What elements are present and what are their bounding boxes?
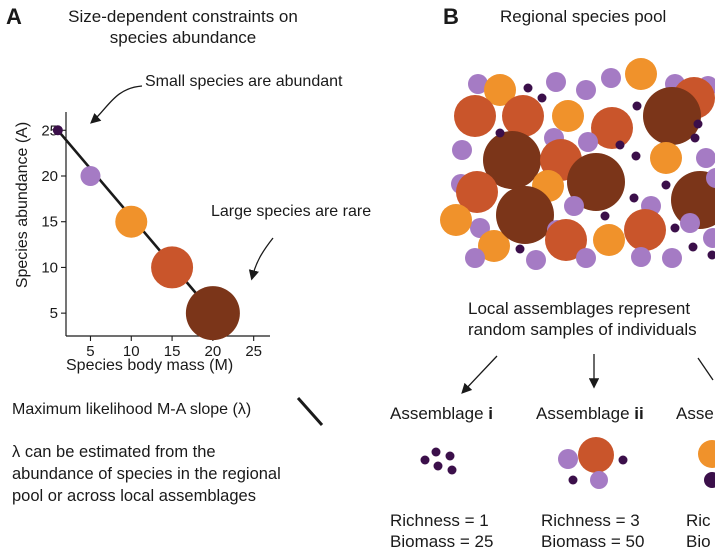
assemblage-ii-individual [578, 437, 614, 473]
pool-individual [576, 80, 596, 100]
pool-individual [564, 196, 584, 216]
assemblage-iii-individual [698, 440, 715, 468]
assemblage-samples [421, 437, 715, 489]
arrow-large-species [252, 238, 273, 278]
data-point [151, 246, 193, 288]
pool-individual [696, 148, 715, 168]
regional-species-pool [440, 58, 715, 270]
pool-individual [703, 228, 715, 248]
data-point [186, 286, 240, 340]
pool-individual [578, 132, 598, 152]
assemblage-ii-individual [619, 456, 628, 465]
pool-individual [593, 224, 625, 256]
pool-individual [708, 251, 715, 260]
pool-individual [616, 141, 625, 150]
pool-individual [496, 186, 554, 244]
pool-individual [524, 84, 533, 93]
pool-individual [662, 248, 682, 268]
data-point [115, 206, 147, 238]
x-tick-label: 5 [86, 343, 94, 360]
pool-individual [502, 95, 544, 137]
pool-individual [671, 224, 680, 233]
pool-individual [452, 140, 472, 160]
pool-individual [601, 212, 610, 221]
arrow-to-assemblage-i [463, 356, 497, 392]
pool-individual [601, 68, 621, 88]
assemblage-ii-individual [590, 471, 608, 489]
pool-individual [576, 248, 596, 268]
pool-individual [454, 95, 496, 137]
pool-individual [633, 102, 642, 111]
pool-individual [689, 243, 698, 252]
pool-individual [465, 248, 485, 268]
pool-individual [440, 204, 472, 236]
pool-individual [630, 194, 639, 203]
assemblage-ii-individual [558, 449, 578, 469]
y-tick-label: 5 [50, 305, 58, 322]
pool-individual [516, 245, 525, 254]
arrow-small-species [92, 86, 142, 122]
pool-individual [624, 209, 666, 251]
pool-individual [680, 213, 700, 233]
x-tick-label: 20 [205, 343, 222, 360]
data-point [53, 125, 63, 135]
x-tick-label: 25 [245, 343, 262, 360]
y-tick-label: 15 [41, 214, 58, 231]
pool-individual [625, 58, 657, 90]
pool-individual [538, 94, 547, 103]
x-tick-label: 10 [123, 343, 140, 360]
assemblage-i-individual [434, 462, 443, 471]
arrow-to-assemblage-iii [698, 358, 713, 380]
y-axis-label: Species abundance (A) [14, 122, 31, 288]
chart-axes [66, 112, 270, 336]
assemblage-i-individual [421, 456, 430, 465]
pool-individual [662, 181, 671, 190]
pool-individual [691, 134, 700, 143]
pool-individual [546, 72, 566, 92]
pool-individual [650, 142, 682, 174]
pool-individual [552, 100, 584, 132]
assemblage-i-individual [446, 452, 455, 461]
pool-individual [496, 129, 505, 138]
assemblage-i-individual [432, 448, 441, 457]
y-tick-label: 20 [41, 168, 58, 185]
assemblage-iii-individual [704, 472, 715, 488]
pool-individual [632, 152, 641, 161]
y-tick-label: 10 [41, 259, 58, 276]
assemblage-ii-individual [569, 476, 578, 485]
pool-individual [694, 120, 703, 129]
pool-individual [526, 250, 546, 270]
data-point [80, 166, 100, 186]
assemblage-i-individual [448, 466, 457, 475]
pool-individual [631, 247, 651, 267]
x-tick-label: 15 [164, 343, 181, 360]
slope-legend-line [298, 398, 322, 425]
